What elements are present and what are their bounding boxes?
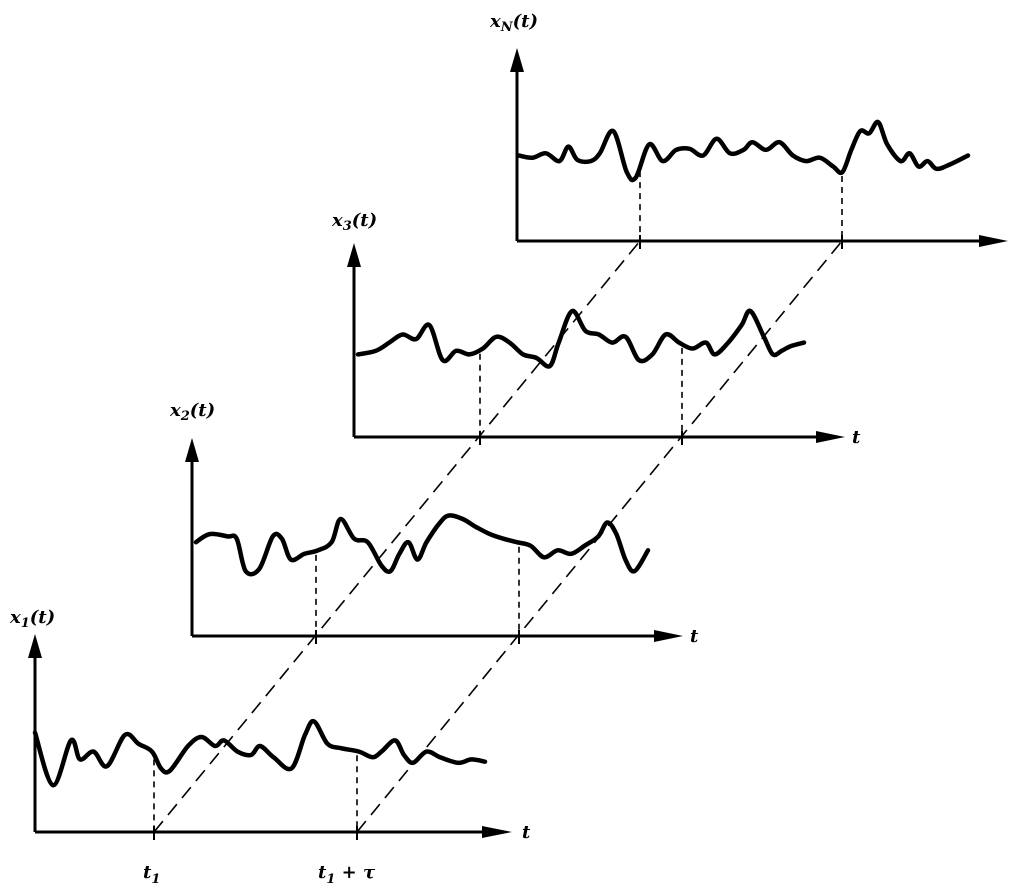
x1-time-axis-arrow xyxy=(482,826,512,838)
x1-y-label: x1(t) xyxy=(9,607,55,631)
x3-trace xyxy=(355,308,807,369)
x1-y-axis-arrow xyxy=(28,634,42,658)
x3-time-label: t xyxy=(852,427,861,448)
xN-time-axis-arrow xyxy=(979,235,1008,247)
x2-trace xyxy=(193,513,651,577)
sample-record-xN: xN(t) xyxy=(489,11,1008,247)
xN-y-axis-arrow xyxy=(510,48,524,72)
x3-y-label: x3(t) xyxy=(331,210,377,234)
x2-y-label: x2(t) xyxy=(169,400,215,424)
x2-time-axis-arrow xyxy=(654,630,683,642)
sample-record-x1: x1(t) t xyxy=(9,607,531,843)
xN-y-label: xN(t) xyxy=(489,11,538,35)
sample-drop-lines xyxy=(153,171,843,840)
sample-record-x2: x2(t) t xyxy=(169,400,699,647)
x1-time-label: t xyxy=(522,822,531,843)
x2-y-axis-arrow xyxy=(185,438,199,462)
x3-y-axis-arrow xyxy=(347,243,361,267)
t1-diagonal-guide xyxy=(153,240,641,833)
x3-time-axis-arrow xyxy=(816,431,845,443)
x1-trace xyxy=(32,718,488,788)
x2-time-label: t xyxy=(690,626,699,647)
xN-trace xyxy=(516,119,971,183)
t1-plus-tau-label: t1 + τ xyxy=(318,862,376,887)
sample-record-x3: x3(t) t xyxy=(331,210,861,448)
t1-label: t1 xyxy=(143,862,160,887)
